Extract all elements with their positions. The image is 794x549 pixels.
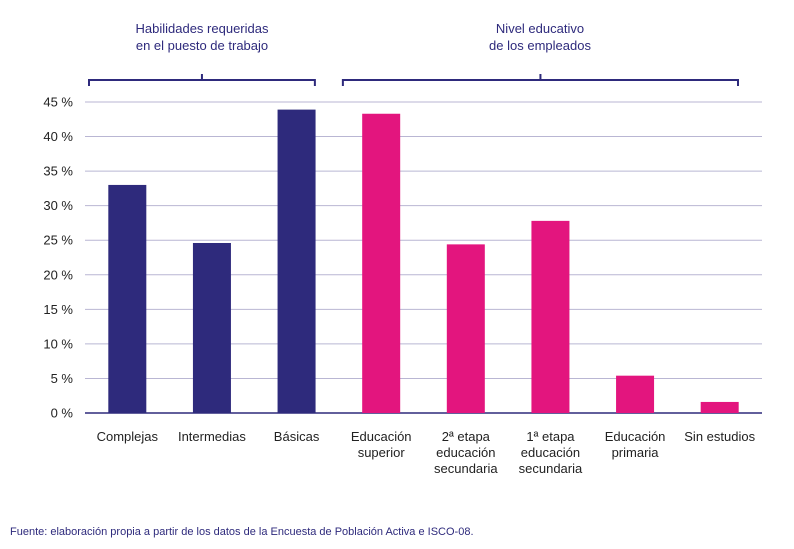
bar [192, 242, 231, 413]
y-tick-label: 10 % [43, 336, 73, 351]
y-tick-label: 15 % [43, 302, 73, 317]
group-label-nivel-educativo: Nivel educativo de los empleados [489, 21, 591, 53]
group-brackets [88, 74, 739, 86]
x-tick-label: Educación primaria [605, 429, 666, 460]
x-tick-label: Básicas [274, 429, 320, 444]
bar [700, 401, 739, 413]
x-tick-label: Complejas [97, 429, 159, 444]
group-bracket [341, 74, 739, 86]
group-bracket [88, 74, 316, 86]
x-tick-label: 1ª etapa educación secundaria [519, 429, 583, 476]
y-axis-ticks: 0 % 5 % 10 % 15 % 20 % 25 % 30 % 35 % 40 % 45 % [43, 95, 73, 421]
x-tick-label: 2ª etapa educación secundaria [434, 429, 498, 476]
source-note: Fuente: elaboración propia a partir de l… [10, 526, 474, 538]
bar [108, 184, 147, 413]
group-label-habilidades: Habilidades requeridas en el puesto de t… [135, 21, 269, 53]
bars [108, 109, 739, 413]
grid [85, 101, 762, 414]
x-tick-label: Educación superior [351, 429, 412, 460]
bar [616, 375, 655, 413]
y-tick-label: 45 % [43, 95, 73, 110]
y-tick-label: 40 % [43, 129, 73, 144]
y-tick-label: 0 % [51, 406, 74, 421]
bar [531, 220, 570, 413]
y-tick-label: 35 % [43, 164, 73, 179]
x-axis-labels: Complejas Intermedias Básicas Educación supe… [97, 429, 756, 476]
bar [277, 109, 316, 413]
y-tick-label: 20 % [43, 267, 73, 282]
x-tick-label: Intermedias [178, 429, 246, 444]
y-tick-label: 25 % [43, 233, 73, 248]
y-tick-label: 30 % [43, 198, 73, 213]
y-tick-label: 5 % [51, 371, 74, 386]
bar [446, 244, 485, 413]
bar [362, 113, 401, 413]
x-tick-label: Sin estudios [684, 429, 755, 444]
